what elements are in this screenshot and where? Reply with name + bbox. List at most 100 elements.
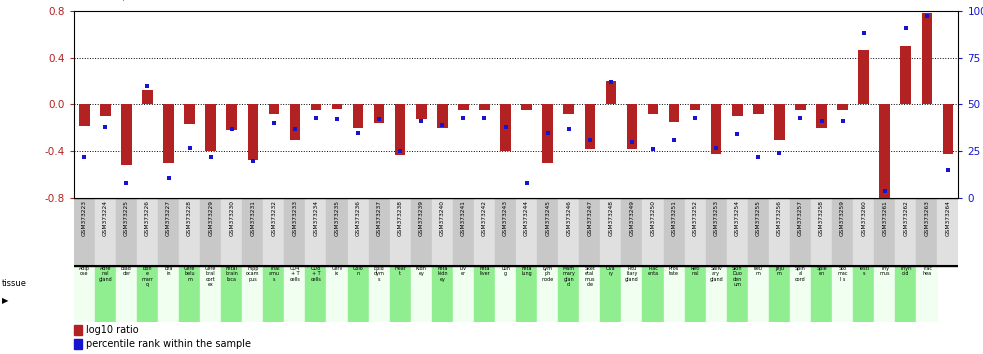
Point: [729, 132, 745, 137]
Bar: [726, 266, 748, 322]
Bar: [684, 198, 706, 266]
Bar: [137, 266, 158, 322]
Point: [182, 145, 198, 150]
Text: Sket
etal
mus
cle: Sket etal mus cle: [584, 266, 596, 287]
Bar: [606, 81, 616, 104]
Text: GSM373229: GSM373229: [208, 200, 213, 236]
Bar: [474, 266, 495, 322]
Bar: [874, 198, 896, 266]
Bar: [726, 198, 748, 266]
Bar: [601, 198, 621, 266]
Bar: [458, 104, 469, 110]
Bar: [474, 198, 495, 266]
Bar: [221, 198, 242, 266]
Text: GSM373257: GSM373257: [798, 200, 803, 236]
Bar: [896, 198, 916, 266]
Bar: [585, 104, 595, 149]
Point: [97, 124, 113, 130]
Text: GSM373228: GSM373228: [187, 200, 192, 236]
Bar: [643, 198, 664, 266]
Bar: [369, 266, 389, 322]
Text: GSM373237: GSM373237: [376, 200, 381, 236]
Text: Mam
mary
glan
d: Mam mary glan d: [562, 266, 575, 287]
Bar: [811, 266, 832, 322]
Text: Fetal
brain
loca: Fetal brain loca: [225, 266, 238, 282]
Bar: [732, 104, 742, 116]
Bar: [500, 104, 511, 152]
Point: [519, 181, 535, 186]
Bar: [453, 266, 474, 322]
Bar: [753, 104, 764, 114]
Bar: [516, 198, 537, 266]
Text: GSM373243: GSM373243: [503, 200, 508, 236]
Bar: [201, 198, 221, 266]
Bar: [521, 104, 532, 110]
Point: [687, 115, 703, 120]
Text: Blad
der: Blad der: [121, 266, 132, 276]
Text: GSM373255: GSM373255: [756, 200, 761, 236]
Text: Skin
Duo
den
um: Skin Duo den um: [732, 266, 742, 287]
Bar: [326, 266, 348, 322]
Bar: [795, 104, 806, 110]
Text: GSM373240: GSM373240: [439, 200, 445, 236]
Bar: [94, 198, 116, 266]
Point: [603, 79, 618, 85]
Text: GSM373232: GSM373232: [271, 200, 276, 236]
Text: GSM373231: GSM373231: [251, 200, 256, 236]
Bar: [284, 198, 306, 266]
Text: GSM373224: GSM373224: [103, 200, 108, 236]
Text: GSM373263: GSM373263: [924, 200, 929, 236]
Text: Kidn
ey: Kidn ey: [416, 266, 427, 276]
Bar: [348, 266, 369, 322]
Point: [709, 145, 724, 150]
Point: [877, 188, 893, 194]
Point: [245, 158, 260, 164]
Text: GSM373241: GSM373241: [461, 200, 466, 236]
Bar: [668, 104, 679, 122]
Bar: [495, 198, 516, 266]
Bar: [179, 266, 201, 322]
Point: [266, 120, 282, 126]
Point: [372, 116, 387, 122]
Bar: [411, 266, 432, 322]
Text: GSM373239: GSM373239: [419, 200, 424, 236]
Point: [497, 124, 513, 130]
Bar: [74, 325, 82, 335]
Bar: [921, 13, 932, 104]
Bar: [395, 104, 405, 155]
Point: [287, 126, 303, 132]
Text: GSM373250: GSM373250: [651, 200, 656, 236]
Text: Lym
ph
node: Lym ph node: [542, 266, 553, 282]
Text: Hear
t: Hear t: [394, 266, 406, 276]
Bar: [306, 198, 326, 266]
Text: GSM373258: GSM373258: [819, 200, 824, 236]
Bar: [226, 104, 237, 130]
Text: Bra
in: Bra in: [164, 266, 173, 276]
Text: GSM373230: GSM373230: [229, 200, 234, 236]
Text: GSM373262: GSM373262: [903, 200, 908, 236]
Bar: [832, 198, 853, 266]
Text: GSM373259: GSM373259: [840, 200, 845, 236]
Bar: [853, 198, 874, 266]
Text: GSM373244: GSM373244: [524, 200, 529, 236]
Text: Sto
mac
l s: Sto mac l s: [838, 266, 847, 282]
Text: Cere
bral
cort
ex: Cere bral cort ex: [204, 266, 216, 287]
Text: Saliv
ary
gland: Saliv ary gland: [710, 266, 723, 282]
Text: GSM373248: GSM373248: [608, 200, 613, 236]
Bar: [900, 46, 911, 104]
Bar: [601, 266, 621, 322]
Text: Hipp
ocam
pus: Hipp ocam pus: [246, 266, 260, 282]
Bar: [205, 104, 216, 152]
Bar: [621, 266, 643, 322]
Point: [856, 30, 872, 36]
Bar: [163, 104, 174, 163]
Bar: [284, 266, 306, 322]
Text: log10 ratio: log10 ratio: [87, 325, 139, 335]
Bar: [221, 266, 242, 322]
Point: [624, 139, 640, 145]
Text: CD8
+ T
cells: CD8 + T cells: [311, 266, 321, 282]
Text: GSM373242: GSM373242: [482, 200, 487, 236]
Text: GSM373223: GSM373223: [82, 200, 87, 236]
Text: GSM373260: GSM373260: [861, 200, 866, 236]
Text: Ova
ry: Ova ry: [607, 266, 615, 276]
